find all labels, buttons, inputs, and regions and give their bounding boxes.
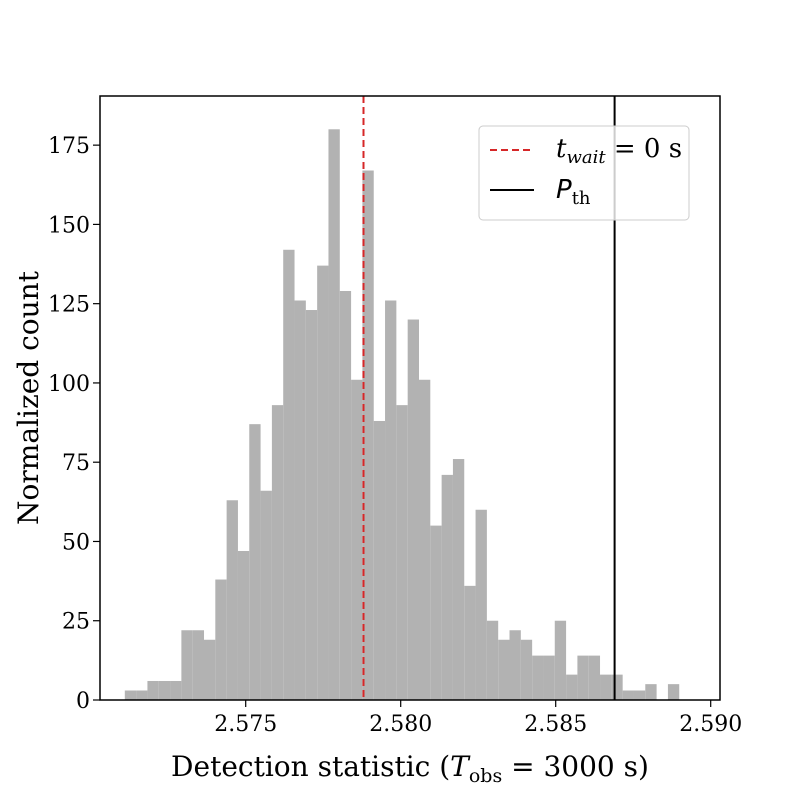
histogram-bar [566,674,578,700]
histogram-bar [464,585,476,700]
plot-frame [99,95,721,701]
histogram-bar [396,405,408,700]
y-tick-label: 75 [62,451,90,476]
histogram-bar [158,680,171,700]
histogram-bar [294,300,306,700]
y-tick-label: 125 [48,293,90,318]
histogram-bar [260,490,272,700]
histogram-bar [600,674,612,700]
x-tick-label: 2.585 [524,712,587,737]
legend-label-pth: Pth [556,175,591,209]
histogram-bar [622,690,634,700]
histogram-bar [249,424,261,700]
histogram-bar [204,639,216,700]
histogram-bar [271,405,284,700]
x-tick-label: 2.590 [679,712,742,737]
histogram-bar [215,579,227,700]
histogram-bar [373,420,386,700]
histogram-bars [124,129,680,701]
histogram-bar [611,674,623,700]
y-tick-label: 0 [76,689,90,714]
histogram-bar [520,639,533,700]
histogram-bar [181,630,193,700]
histogram-bar [362,170,374,701]
y-tick-label: 50 [62,530,90,555]
histogram-bar [486,620,499,700]
histogram-bar [283,249,295,700]
histogram-bar [385,300,397,700]
histogram-bar [441,474,453,700]
y-tick-label: 175 [48,134,90,159]
histogram-bar [305,310,318,700]
histogram-bar [532,655,544,700]
histogram-bar [633,690,646,700]
histogram-bar [226,500,238,700]
histogram-bar [418,379,431,700]
y-axis-label: Normalized count [12,270,45,525]
histogram-bar [407,319,419,700]
x-axis-ticks: 2.575 2.580 2.585 2.590 [214,700,742,737]
y-tick-label: 150 [48,213,90,238]
histogram-bar [237,550,250,700]
histogram-bar [667,684,680,700]
y-tick-label: 100 [48,372,90,397]
histogram-bar [351,379,363,700]
x-tick-label: 2.580 [369,712,432,737]
histogram-bar [147,680,159,700]
histogram-bar [543,655,555,700]
histogram-bar [498,639,510,700]
x-axis-label: Detection statistic (Tobs = 3000 s) [171,750,649,787]
histogram-bar [170,680,182,700]
histogram-bar [430,525,442,700]
histogram-bar [328,129,340,701]
legend-label-twait: twait = 0 s [556,134,682,168]
histogram-bar [588,655,601,700]
histogram-bar [509,630,521,700]
legend-box [478,125,690,221]
histogram-bar [192,630,205,700]
histogram-bar [577,655,589,700]
histogram-bar [317,265,329,700]
x-tick-label: 2.575 [214,712,277,737]
histogram-bar [645,684,657,700]
histogram-bar [554,620,567,700]
y-tick-label: 25 [62,610,90,635]
histogram-bar [136,690,148,700]
y-axis-ticks: 0 25 50 75 100 125 150 175 [48,134,100,714]
histogram-bar [452,459,465,700]
histogram-bar [339,290,352,700]
histogram-bar [475,509,487,700]
legend: twait = 0 s Pth [478,125,690,221]
histogram-bar [124,690,137,700]
